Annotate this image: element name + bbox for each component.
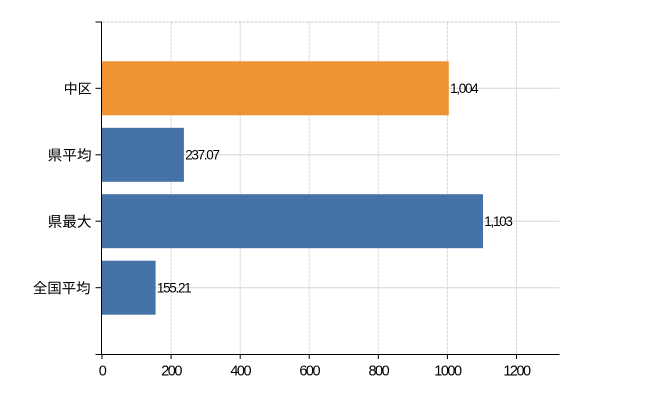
svg-text:1,103: 1,103	[484, 214, 512, 229]
svg-text:200: 200	[161, 364, 182, 380]
svg-text:800: 800	[368, 364, 389, 380]
svg-text:600: 600	[299, 364, 320, 380]
svg-text:1000: 1000	[434, 364, 462, 380]
svg-text:1200: 1200	[503, 364, 531, 380]
svg-text:400: 400	[230, 364, 251, 380]
svg-text:0: 0	[99, 364, 107, 380]
svg-text:237.07: 237.07	[185, 148, 219, 163]
svg-text:1,004: 1,004	[450, 81, 479, 96]
svg-text:155.21: 155.21	[157, 281, 191, 296]
